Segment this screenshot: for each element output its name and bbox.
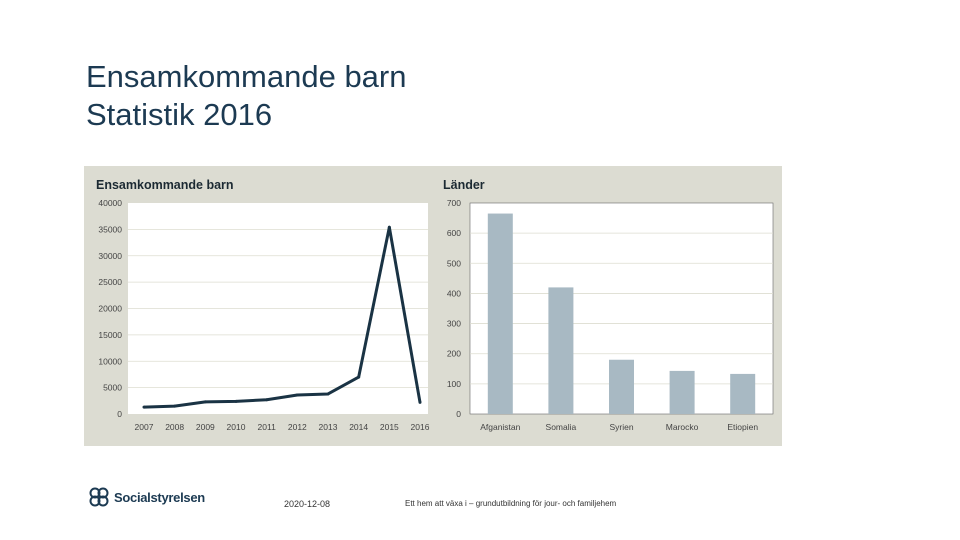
line-chart-point (142, 405, 146, 409)
line-chart-series-line (143, 225, 422, 409)
line-chart-x-tick: 2015 (380, 422, 399, 432)
bar-chart-x-tick: Marocko (666, 422, 699, 432)
bar-etiopien (730, 373, 756, 414)
line-chart-point (326, 392, 330, 396)
line-chart-y-tick: 0 (117, 409, 122, 419)
bar-chart-y-tick: 500 (447, 258, 461, 268)
bar-chart-y-tick: 0 (456, 409, 461, 419)
line-chart-x-tick: 2013 (319, 422, 338, 432)
line-chart-x-tick: 2008 (165, 422, 184, 432)
socialstyrelsen-logo: Socialstyrelsen (88, 486, 205, 508)
bar-chart-title: Länder (443, 178, 485, 192)
bar-chart-x-axis: Afganistan Somalia Syrien Marocko Etiopien (480, 422, 758, 432)
footer-course-name: Ett hem att växa i – grundutbildning för… (405, 499, 617, 508)
slide-title-line-2: Statistik 2016 (86, 97, 273, 132)
line-chart-point (387, 225, 391, 229)
footer-date: 2020-12-08 (284, 499, 331, 509)
slide-title: Ensamkommande barn Statistik 2016 (86, 58, 407, 134)
bar-chart-y-axis: 0 100 200 300 400 500 600 700 (447, 198, 461, 419)
bar-marocko (669, 370, 695, 414)
bar-chart-y-tick: 600 (447, 228, 461, 238)
line-chart-x-tick: 2010 (227, 422, 246, 432)
line-chart-y-tick: 30000 (98, 251, 122, 261)
line-chart-y-tick: 5000 (103, 383, 122, 393)
bar-chart-x-tick: Afganistan (480, 422, 520, 432)
charts-svg: Ensamkommande barn 050001000015000200002… (96, 178, 774, 432)
bar-chart-x-tick: Etiopien (727, 422, 758, 432)
line-chart-point (295, 393, 299, 397)
line-chart-point (418, 400, 422, 404)
line-chart-y-tick: 15000 (98, 330, 122, 340)
line-chart-y-tick: 35000 (98, 224, 122, 234)
line-chart-x-axis: 2007 2008 2009 2010 2011 2012 2013 2014 2015 2016 (135, 422, 430, 432)
bar-chart-bars (487, 213, 756, 414)
line-chart-series (142, 225, 422, 409)
bar-chart-x-tick: Syrien (609, 422, 633, 432)
line-chart-x-tick: 2007 (135, 422, 154, 432)
line-chart-point (357, 375, 361, 379)
line-chart-gridlines (128, 228, 428, 389)
bar-chart-y-tick: 400 (447, 288, 461, 298)
bar-chart-y-tick: 700 (447, 198, 461, 208)
line-chart-title: Ensamkommande barn (96, 178, 234, 192)
bar-chart-x-tick: Somalia (546, 422, 577, 432)
bar-syrien (609, 359, 634, 414)
line-chart-x-tick: 2016 (411, 422, 430, 432)
line-chart-y-tick: 20000 (98, 304, 122, 314)
logo-text: Socialstyrelsen (114, 489, 205, 505)
line-chart-y-tick: 40000 (98, 198, 122, 208)
line-chart-x-tick: 2011 (258, 422, 277, 432)
line-chart-point (203, 400, 207, 404)
line-chart-point (234, 399, 238, 403)
bar-chart-y-tick: 100 (447, 379, 461, 389)
logo-emblem-icon (89, 487, 109, 507)
line-chart-point (173, 404, 177, 408)
line-chart-y-tick: 10000 (98, 356, 122, 366)
line-chart-x-tick: 2012 (288, 422, 307, 432)
bar-afganistan (487, 213, 513, 414)
line-chart-x-tick: 2009 (196, 422, 215, 432)
charts-panel: Ensamkommande barn 0 5000 10000 15000 20000 2… (84, 166, 782, 446)
slide-title-line-1: Ensamkommande barn (86, 59, 407, 94)
bar-chart-y-tick: 300 (447, 319, 461, 329)
bar-chart-y-tick: 200 (447, 349, 461, 359)
line-chart-y-tick: 25000 (98, 277, 122, 287)
line-chart-x-tick: 2014 (349, 422, 368, 432)
line-chart-y-axis: 0 5000 10000 15000 20000 25000 30000 35000 40000 (98, 198, 122, 419)
bar-somalia (548, 287, 574, 414)
line-chart-point (265, 398, 269, 402)
